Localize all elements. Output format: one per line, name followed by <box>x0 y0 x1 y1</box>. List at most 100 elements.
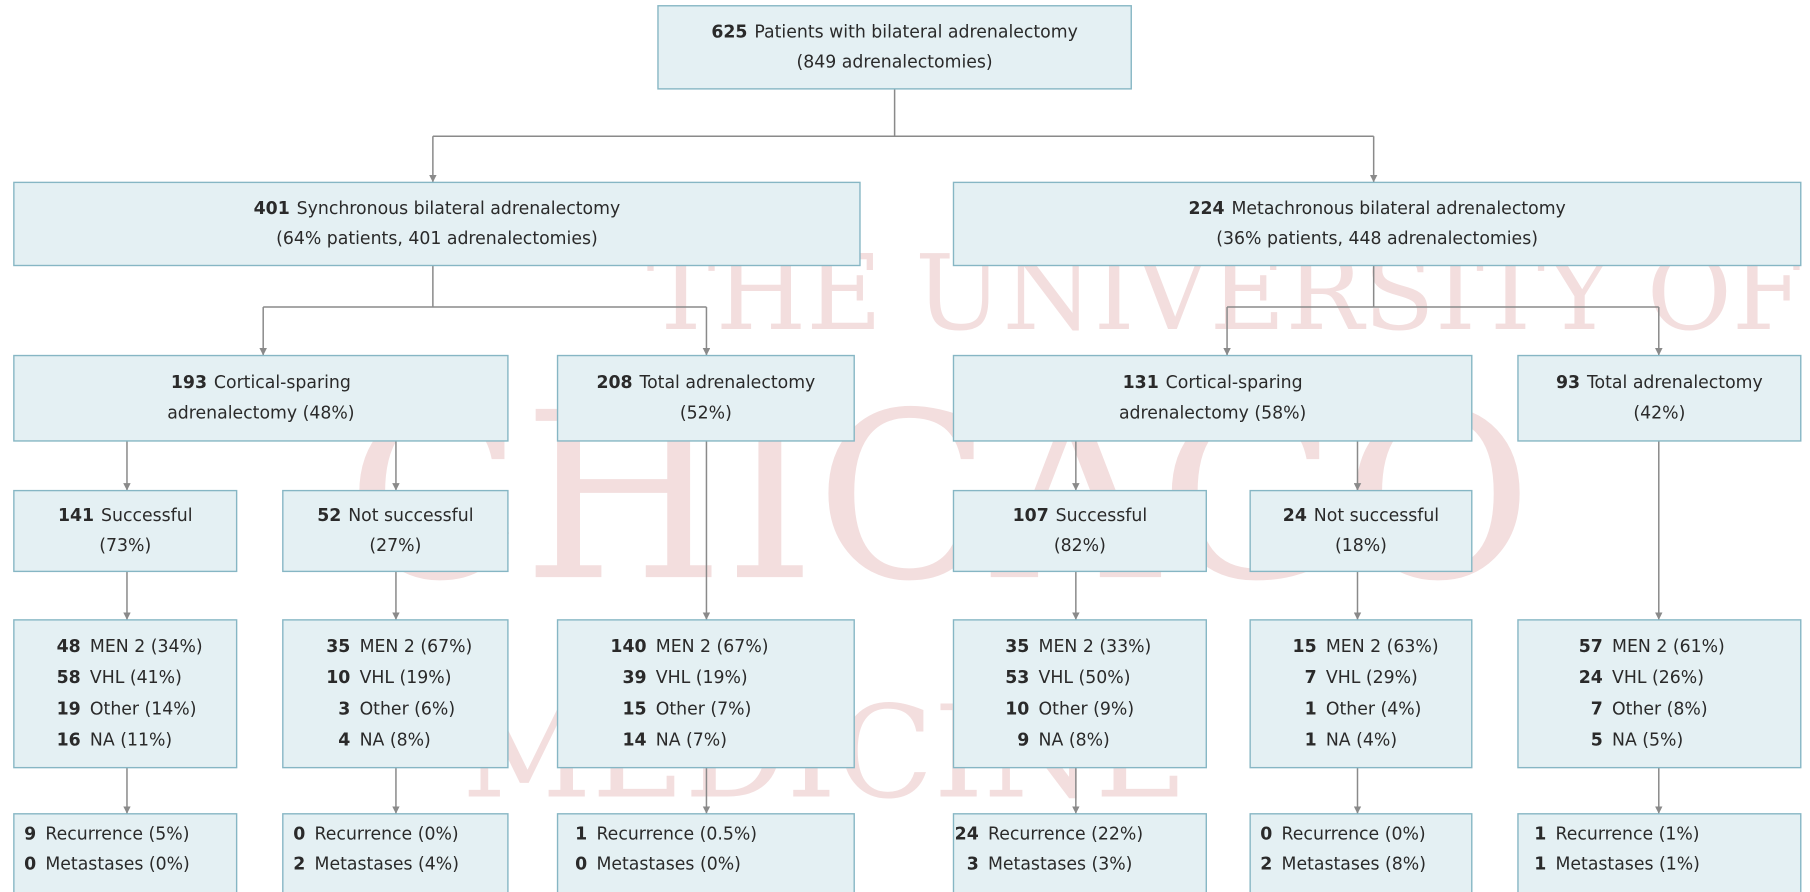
node-text: VHL (26%) <box>1612 668 1704 688</box>
node-box <box>13 181 861 267</box>
number: 1 <box>1305 699 1317 719</box>
label: Other (6%) <box>360 699 456 719</box>
label: (64% patients, 401 adrenalectomies) <box>276 229 598 249</box>
node-text: NA (8%) <box>360 731 431 751</box>
node-text: 401 Synchronous bilateral adrenalectomy <box>254 199 621 219</box>
node: 1 Recurrence (1%) 1 Metastases (1%) <box>1517 813 1802 892</box>
number: 10 <box>326 668 350 688</box>
label: Successful <box>101 506 192 526</box>
node: 107 Successful (82%) <box>952 489 1207 573</box>
label: Total adrenalectomy <box>638 373 815 393</box>
label: Metastases (3%) <box>988 855 1132 875</box>
number: 0 <box>1260 825 1272 845</box>
number: 24 <box>955 825 979 845</box>
nodes: 625 Patients with bilateral adrenalectomy… <box>13 5 1802 892</box>
number: 57 <box>1579 637 1603 657</box>
node-number: 1 <box>1305 731 1317 751</box>
node-text: MEN 2 (61%) <box>1612 637 1725 657</box>
label: VHL (29%) <box>1326 668 1418 688</box>
node-text: MEN 2 (63%) <box>1326 637 1439 657</box>
label: VHL (26%) <box>1612 668 1704 688</box>
label: Other (4%) <box>1326 699 1422 719</box>
node-text: adrenalectomy (58%) <box>1119 403 1306 423</box>
node-text: Recurrence (22%) <box>988 825 1143 845</box>
node-text: Other (6%) <box>360 699 456 719</box>
node-number: 140 <box>610 637 646 657</box>
node-box <box>556 813 855 892</box>
node-text: MEN 2 (67%) <box>656 637 769 657</box>
node: 93 Total adrenalectomy (42%) <box>1517 354 1802 442</box>
node-number: 16 <box>57 731 81 751</box>
number: 52 <box>317 506 341 526</box>
node: 24 Recurrence (22%) 3 Metastases (3%) <box>952 813 1207 892</box>
node-text: Recurrence (1%) <box>1555 825 1699 845</box>
node-text: (52%) <box>680 403 732 423</box>
number: 2 <box>293 855 305 875</box>
node-text: (64% patients, 401 adrenalectomies) <box>276 229 598 249</box>
label: (82%) <box>1054 536 1106 556</box>
node-text: Other (9%) <box>1039 699 1135 719</box>
node-text: (73%) <box>99 536 151 556</box>
node-text: Other (8%) <box>1612 699 1708 719</box>
number: 19 <box>57 699 81 719</box>
label: Recurrence (1%) <box>1555 825 1699 845</box>
label: Other (14%) <box>90 699 197 719</box>
node-number: 19 <box>57 699 81 719</box>
node-box <box>1517 619 1802 769</box>
node: 35 MEN 2 (67%) 10 VHL (19%) 3 Other (6%) 4 NA (… <box>282 619 509 769</box>
node-number: 10 <box>1005 699 1029 719</box>
label: VHL (50%) <box>1039 668 1131 688</box>
node: 131 Cortical-sparing adrenalectomy (58%) <box>952 354 1473 442</box>
label: NA (8%) <box>1039 731 1110 751</box>
node-number: 1 <box>575 825 587 845</box>
node-text: VHL (41%) <box>90 668 182 688</box>
node-text: NA (7%) <box>656 731 727 751</box>
number: 7 <box>1305 668 1317 688</box>
number: 0 <box>293 825 305 845</box>
number: 625 <box>711 22 747 42</box>
node-box <box>1249 619 1473 769</box>
number: 24 <box>1283 506 1307 526</box>
node-number: 15 <box>1293 637 1317 657</box>
node-number: 10 <box>326 668 350 688</box>
number: 141 <box>58 506 94 526</box>
number: 14 <box>622 731 646 751</box>
label: Metachronous bilateral adrenalectomy <box>1231 199 1565 219</box>
node-number: 0 <box>24 855 36 875</box>
node-box <box>13 813 238 892</box>
label: MEN 2 (34%) <box>90 637 203 657</box>
node-number: 0 <box>293 825 305 845</box>
node-text: MEN 2 (34%) <box>90 637 203 657</box>
node-number: 1 <box>1305 699 1317 719</box>
number: 93 <box>1556 373 1580 393</box>
node-number: 7 <box>1305 668 1317 688</box>
label: Metastases (4%) <box>315 855 459 875</box>
node-box <box>13 489 238 573</box>
node: 0 Recurrence (0%) 2 Metastases (8%) <box>1249 813 1473 892</box>
label: NA (8%) <box>360 731 431 751</box>
node: 140 MEN 2 (67%) 39 VHL (19%) 15 Other (7%) 14 N… <box>556 619 855 769</box>
node: 141 Successful (73%) <box>13 489 238 573</box>
label: (42%) <box>1633 403 1685 423</box>
number: 0 <box>575 855 587 875</box>
connector <box>432 88 1374 137</box>
label: Metastases (1%) <box>1555 855 1699 875</box>
node-text: VHL (29%) <box>1326 668 1418 688</box>
label: NA (7%) <box>656 731 727 751</box>
node: 57 MEN 2 (61%) 24 VHL (26%) 7 Other (8%) 5 NA (… <box>1517 619 1802 769</box>
node: 625 Patients with bilateral adrenalectomy… <box>657 5 1132 90</box>
number: 9 <box>1017 731 1029 751</box>
node-text: 208 Total adrenalectomy <box>596 373 815 393</box>
number: 10 <box>1005 699 1029 719</box>
node-number: 35 <box>1005 637 1029 657</box>
label: Metastases (0%) <box>596 855 740 875</box>
node-text: Metastases (1%) <box>1555 855 1699 875</box>
label: (52%) <box>680 403 732 423</box>
number: 48 <box>57 637 81 657</box>
node-number: 14 <box>622 731 646 751</box>
node-text: (82%) <box>1054 536 1106 556</box>
number: 1 <box>575 825 587 845</box>
node-number: 2 <box>293 855 305 875</box>
node-text: VHL (19%) <box>360 668 452 688</box>
node-number: 57 <box>1579 637 1603 657</box>
